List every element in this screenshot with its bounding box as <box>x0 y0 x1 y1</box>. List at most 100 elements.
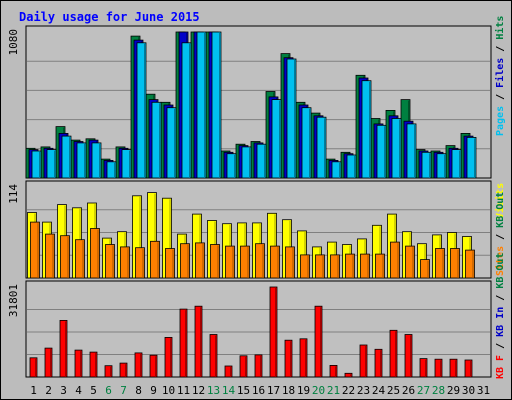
bar-middle-sites <box>45 233 55 279</box>
bar-middle-sites <box>435 248 445 279</box>
legend-entry: / <box>495 40 506 58</box>
bar-bottom-kbytes <box>164 336 173 378</box>
bar-bottom-kbytes <box>299 338 308 378</box>
bar-top-pages <box>31 150 42 179</box>
series-sites <box>30 221 475 279</box>
bar-middle-sites <box>165 248 175 279</box>
bar-top-pages <box>196 31 207 179</box>
bar-bottom-kbytes <box>149 354 158 378</box>
x-tick-label: 27 <box>417 384 430 397</box>
bar-bottom-kbytes <box>344 372 353 378</box>
panel-max-label-top: 1080 <box>7 29 20 56</box>
bar-bottom-kbytes <box>104 365 113 378</box>
legend-entry: KB Out <box>495 192 506 228</box>
bar-middle-sites <box>120 246 130 279</box>
bar-middle-sites <box>210 244 220 279</box>
bar-top-pages <box>151 101 162 179</box>
bar-middle-sites <box>345 253 355 279</box>
bar-middle-sites <box>240 245 250 279</box>
bar-bottom-kbytes <box>434 358 443 378</box>
legend-entry: KB Out <box>495 253 506 289</box>
x-tick-label: 8 <box>135 384 142 397</box>
x-tick-label: 12 <box>192 384 205 397</box>
bar-top-pages <box>391 118 402 179</box>
bar-top-pages <box>271 99 282 179</box>
bar-middle-sites <box>450 248 460 279</box>
panel-max-label-middle: 114 <box>7 184 20 204</box>
bar-middle-sites <box>150 240 160 279</box>
bar-top-pages <box>451 149 462 179</box>
bar-middle-sites <box>405 245 415 279</box>
bar-bottom-kbytes <box>119 362 128 378</box>
legend-entry: Hits <box>494 16 506 40</box>
bar-top-pages <box>436 153 447 179</box>
bar-bottom-kbytes <box>134 352 143 378</box>
legend-entry: Files <box>494 58 506 88</box>
x-tick-label: 9 <box>150 384 157 397</box>
x-tick-label: 20 <box>312 384 325 397</box>
bar-bottom-kbytes <box>74 349 83 378</box>
bar-middle-sites <box>105 244 115 279</box>
x-tick-label: 23 <box>357 384 370 397</box>
legend-entry: KB In <box>495 307 506 337</box>
series-kbytes <box>29 286 473 378</box>
bar-bottom-kbytes <box>179 308 188 378</box>
x-tick-label: 10 <box>162 384 175 397</box>
chart-panels: 1080 114 31801 <box>7 25 492 378</box>
x-tick-label: 17 <box>267 384 280 397</box>
bar-bottom-kbytes <box>224 365 233 378</box>
bar-middle-sites <box>90 228 100 279</box>
x-tick-label: 29 <box>447 384 460 397</box>
bar-top-pages <box>211 31 222 179</box>
bar-middle-sites <box>255 243 265 279</box>
bar-top-pages <box>61 135 72 179</box>
bar-top-pages <box>241 146 252 179</box>
bar-bottom-kbytes <box>359 344 368 378</box>
bar-middle-sites <box>75 239 85 279</box>
bar-middle-sites <box>135 247 145 279</box>
x-tick-label: 28 <box>432 384 445 397</box>
bar-bottom-kbytes <box>284 339 293 378</box>
x-tick-label: 19 <box>297 384 310 397</box>
bar-bottom-kbytes <box>254 354 263 378</box>
bar-middle-sites <box>375 253 385 279</box>
legend-entry: / <box>495 228 506 246</box>
x-tick-label: 3 <box>60 384 67 397</box>
bar-top-pages <box>166 107 177 179</box>
bar-middle-sites <box>420 259 430 279</box>
legend-entry: Visits <box>494 183 506 219</box>
bar-middle-sites <box>195 242 205 279</box>
bar-bottom-kbytes <box>89 351 98 378</box>
bar-top-pages <box>376 124 387 179</box>
x-tick-label: 4 <box>75 384 82 397</box>
x-tick-label: 21 <box>327 384 340 397</box>
bar-bottom-kbytes <box>209 334 218 378</box>
panel-max-label-bottom: 31801 <box>7 284 20 317</box>
legend-middle_right: Sites / KB Out <box>494 192 506 276</box>
bar-bottom-kbytes <box>269 286 278 378</box>
legend-entry: / <box>495 289 506 307</box>
x-tick-label: 14 <box>222 384 236 397</box>
bar-middle-sites <box>60 235 70 279</box>
bar-bottom-kbytes <box>374 348 383 378</box>
x-tick-label: 24 <box>372 384 386 397</box>
panel-top: 1080 <box>7 25 492 179</box>
panel-middle: 114 <box>7 180 492 279</box>
bar-middle-sites <box>330 254 340 279</box>
bar-bottom-kbytes <box>449 358 458 378</box>
legend-middle: Visits <box>494 183 506 219</box>
x-tick-label: 2 <box>45 384 52 397</box>
bar-top-pages <box>91 142 102 179</box>
bar-top-pages <box>136 42 147 179</box>
bar-middle-sites <box>285 246 295 279</box>
bar-top-pages <box>361 80 372 179</box>
x-tick-label: 6 <box>105 384 112 397</box>
bar-bottom-kbytes <box>239 355 248 378</box>
bar-bottom-kbytes <box>419 358 428 378</box>
bar-middle-sites <box>180 243 190 279</box>
bar-middle-sites <box>300 254 310 279</box>
bar-top-pages <box>406 123 417 179</box>
